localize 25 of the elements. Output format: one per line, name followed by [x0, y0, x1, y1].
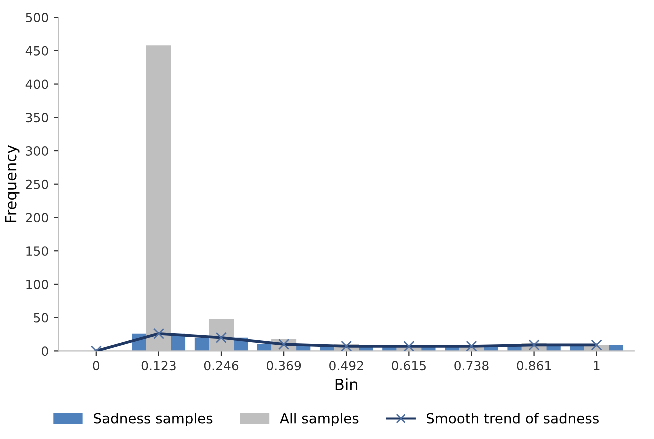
x-tick-label: 0 — [93, 361, 100, 371]
x-tick-label: 0.246 — [204, 361, 239, 371]
x-tick-label: 0.861 — [517, 361, 552, 371]
legend-label: Smooth trend of sadness — [426, 413, 599, 424]
y-tick-label: 300 — [26, 146, 48, 156]
y-tick-label: 250 — [26, 180, 48, 190]
y-tick-label: 100 — [26, 280, 48, 290]
legend-label: Sadness samples — [94, 413, 213, 426]
y-tick-label: 150 — [26, 246, 48, 256]
y-axis-title: Frequency — [5, 145, 20, 222]
x-tick-label: 0.123 — [142, 361, 176, 371]
y-tick-label: 450 — [26, 46, 48, 56]
y-tick-label: 500 — [26, 13, 48, 22]
legend-label: All samples — [280, 413, 359, 426]
y-tick-label: 200 — [26, 213, 48, 223]
x-tick-label: 1 — [594, 361, 600, 370]
x-tick-label: 0.615 — [392, 361, 426, 371]
x-tick-label: 0.738 — [454, 361, 489, 371]
y-tick-label: 350 — [26, 113, 48, 123]
x-tick-label: 0.369 — [266, 361, 302, 371]
y-tick-label: 0 — [42, 346, 48, 356]
y-tick-label: 50 — [34, 313, 48, 323]
x-axis-title: Bin — [336, 378, 358, 390]
x-tick-label: 0.492 — [330, 361, 364, 371]
y-tick-label: 400 — [26, 80, 48, 90]
